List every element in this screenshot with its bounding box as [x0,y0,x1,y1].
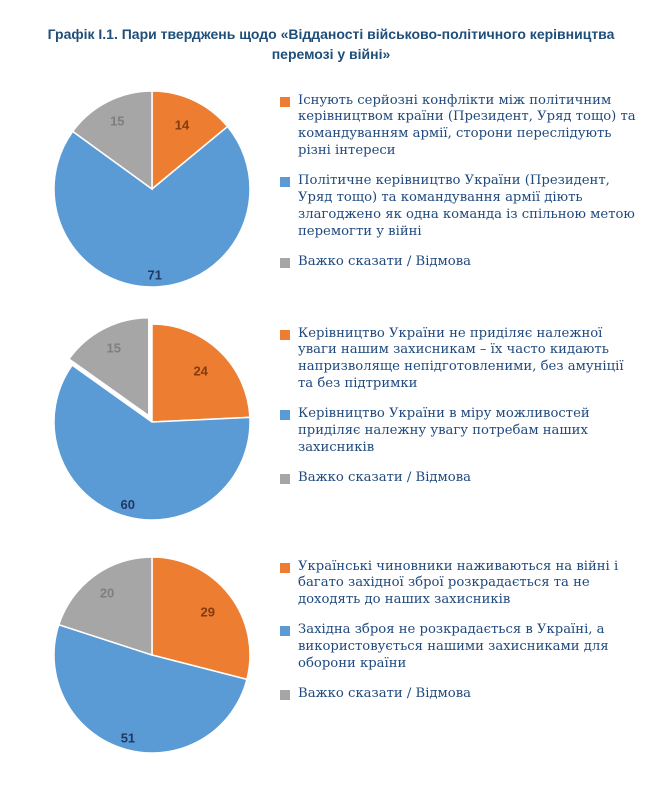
legend-swatch-orange [280,562,290,573]
legend-item: Західна зброя не розкрадається в Україні… [280,622,642,673]
pie-slice [71,89,153,191]
pie-slice-value: 15 [110,113,124,128]
pie-slice [151,89,229,191]
pie-slice [53,363,251,521]
legend-item: Українські чиновники наживаються на війн… [280,559,642,610]
pie-slice [53,623,248,754]
legend: Існують серйозні конфлікти між політични… [280,77,658,284]
legend-label: Важко сказати / Відмова [298,685,472,701]
pie-slice [67,316,150,417]
pie-slice-value: 14 [175,117,190,132]
legend-label: Західна зброя не розкрадається в Україні… [298,622,609,672]
legend-label: Керівництво України не приділяє належної… [298,325,624,392]
page-title: Графік І.1. Пари тверджень щодо «Віддано… [47,26,615,63]
pie-slice-value: 24 [193,363,208,378]
pie-slice-value: 29 [201,604,215,619]
legend-swatch-orange [280,329,290,340]
legend-label: Керівництво України в міру можливостей п… [298,406,590,455]
pie-slice-value: 15 [107,340,121,355]
legend-swatch-gray [280,689,290,700]
legend-item: Важко сказати / Відмова [280,470,642,487]
legend-swatch-blue [280,410,290,421]
chart-row-2: 24 60 15 Керівництво України не приділяє н… [28,310,660,537]
legend-swatch-blue [280,626,290,637]
legend-label: Важко сказати / Відмова [298,469,472,485]
chart-row-3: 29 51 20 Українські чиновники наживаються … [28,543,660,770]
pie-chart: 14 71 15 [53,89,251,288]
legend-item: Важко сказати / Відмова [280,254,642,271]
chart-row-1: 14 71 15 Існують серйозні конфлікти між по… [28,77,660,304]
pie-container: 14 71 15 [28,77,280,304]
legend-item: Керівництво України в міру можливостей п… [280,406,642,457]
legend-swatch-blue [280,177,290,188]
pie-container: 24 60 15 [28,310,280,537]
legend-item: Існують серйозні конфлікти між політични… [280,93,642,161]
legend: Українські чиновники наживаються на війн… [280,543,658,716]
legend-swatch-orange [280,96,290,107]
legend-item: Політичне керівництво України (Президент… [280,173,642,241]
legend-label: Політичне керівництво України (Президент… [298,173,635,239]
pie-container: 29 51 20 [28,543,280,770]
legend-label: Існують серйозні конфлікти між політични… [298,92,636,159]
pie-slice [53,125,251,288]
pie-slice-value: 20 [100,585,114,600]
pie-slice [151,555,251,680]
pie-slice [57,555,153,656]
legend-swatch-gray [280,473,290,484]
legend: Керівництво України не приділяє належної… [280,310,658,500]
legend-label: Українські чиновники наживаються на війн… [298,558,619,608]
legend-item: Важко сказати / Відмова [280,686,642,703]
pie-slice-value: 60 [120,497,134,512]
pie-slice [151,322,251,423]
pie-chart: 24 60 15 [53,316,251,521]
legend-item: Керівництво України не приділяє належної… [280,326,642,394]
pie-slice-value: 71 [147,267,161,282]
legend-swatch-gray [280,257,290,268]
pie-chart: 29 51 20 [53,555,251,754]
legend-label: Важко сказати / Відмова [298,253,472,269]
pie-slice-value: 51 [121,730,135,745]
